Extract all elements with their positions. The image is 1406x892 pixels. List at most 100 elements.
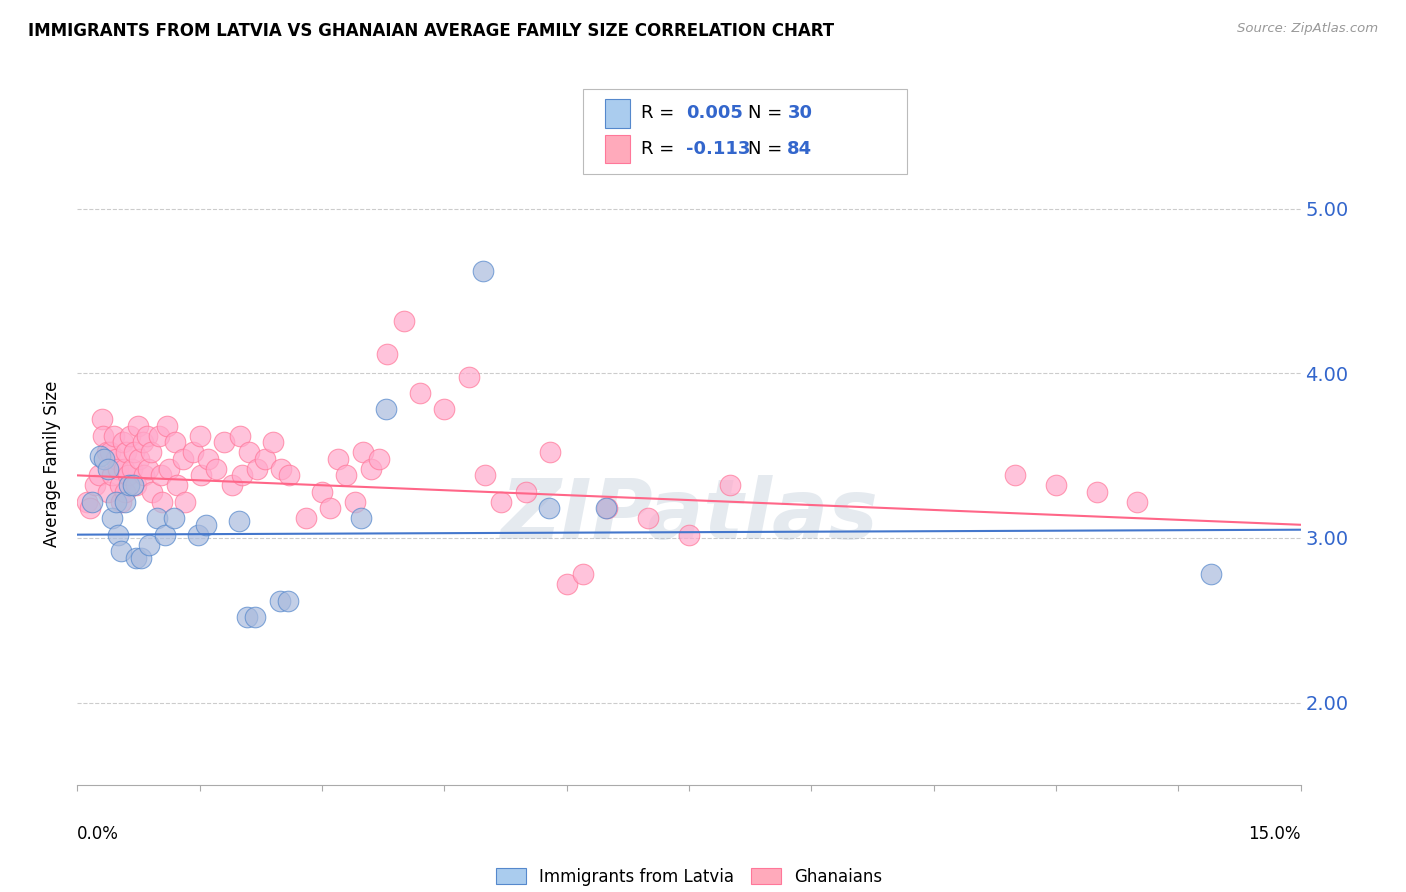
Point: [350, 511, 373, 525]
Point: [269, 593, 291, 607]
Point: [89, 449, 111, 463]
Point: [125, 478, 148, 492]
Point: [433, 402, 456, 417]
Point: [187, 527, 209, 541]
Point: [114, 484, 136, 499]
Point: [238, 445, 260, 459]
Point: [124, 445, 146, 459]
Point: [117, 468, 139, 483]
Text: Source: ZipAtlas.com: Source: ZipAtlas.com: [1237, 22, 1378, 36]
Point: [112, 462, 135, 476]
Point: [93, 429, 115, 443]
Point: [150, 494, 173, 508]
Point: [270, 462, 292, 476]
Point: [105, 494, 128, 508]
Point: [572, 567, 595, 582]
Point: [114, 494, 136, 508]
Point: [166, 478, 188, 492]
Point: [96, 445, 118, 459]
Text: -0.113: -0.113: [686, 140, 751, 158]
Text: R =: R =: [641, 104, 681, 122]
Text: 15.0%: 15.0%: [1249, 825, 1301, 843]
Point: [343, 494, 366, 508]
Point: [352, 445, 374, 459]
Text: 84: 84: [787, 140, 813, 158]
Point: [335, 468, 357, 483]
Point: [110, 494, 132, 508]
Point: [1045, 478, 1067, 492]
Text: 0.0%: 0.0%: [77, 825, 120, 843]
Point: [118, 478, 141, 492]
Point: [111, 435, 134, 450]
Point: [231, 468, 253, 483]
Point: [1004, 468, 1026, 483]
Point: [368, 451, 391, 466]
Point: [718, 478, 741, 492]
Point: [555, 577, 578, 591]
Point: [79, 501, 101, 516]
Text: R =: R =: [641, 140, 681, 158]
Point: [135, 429, 157, 443]
Point: [155, 527, 177, 541]
Text: N =: N =: [748, 140, 787, 158]
Point: [360, 462, 382, 476]
Point: [131, 435, 153, 450]
Point: [174, 494, 197, 508]
Point: [141, 484, 163, 499]
Point: [162, 511, 184, 525]
Point: [108, 478, 131, 492]
Point: [474, 468, 496, 483]
Point: [188, 429, 211, 443]
Point: [134, 468, 156, 483]
Point: [294, 511, 316, 525]
Point: [127, 419, 149, 434]
Point: [212, 435, 235, 450]
Point: [1199, 567, 1222, 582]
Point: [125, 550, 148, 565]
Point: [84, 478, 107, 492]
Point: [76, 494, 98, 508]
Y-axis label: Average Family Size: Average Family Size: [44, 381, 62, 547]
Point: [491, 494, 513, 508]
Point: [457, 369, 479, 384]
Point: [228, 515, 250, 529]
Point: [107, 462, 129, 476]
Point: [472, 264, 495, 278]
Text: ZIPatlas: ZIPatlas: [501, 475, 877, 556]
Text: IMMIGRANTS FROM LATVIA VS GHANAIAN AVERAGE FAMILY SIZE CORRELATION CHART: IMMIGRANTS FROM LATVIA VS GHANAIAN AVERA…: [28, 22, 834, 40]
Point: [181, 445, 204, 459]
Point: [1126, 494, 1149, 508]
Point: [103, 429, 125, 443]
Point: [146, 511, 169, 525]
Point: [128, 451, 150, 466]
Point: [236, 610, 259, 624]
Point: [190, 468, 212, 483]
Point: [104, 451, 127, 466]
Point: [374, 402, 396, 417]
Point: [392, 313, 415, 327]
Point: [96, 484, 118, 499]
Point: [115, 445, 138, 459]
Point: [139, 445, 162, 459]
Point: [149, 468, 172, 483]
Point: [97, 462, 120, 476]
Point: [195, 517, 218, 532]
Point: [253, 451, 276, 466]
Point: [277, 593, 299, 607]
Point: [262, 435, 284, 450]
Point: [107, 527, 129, 541]
Point: [100, 468, 122, 483]
Point: [328, 451, 350, 466]
Point: [243, 610, 266, 624]
Point: [165, 435, 187, 450]
Text: N =: N =: [748, 104, 787, 122]
Point: [375, 346, 398, 360]
Point: [98, 445, 121, 459]
Point: [121, 462, 143, 476]
Point: [537, 501, 560, 516]
Point: [87, 468, 110, 483]
Point: [221, 478, 243, 492]
Point: [246, 462, 269, 476]
Point: [136, 462, 159, 476]
Point: [1085, 484, 1108, 499]
